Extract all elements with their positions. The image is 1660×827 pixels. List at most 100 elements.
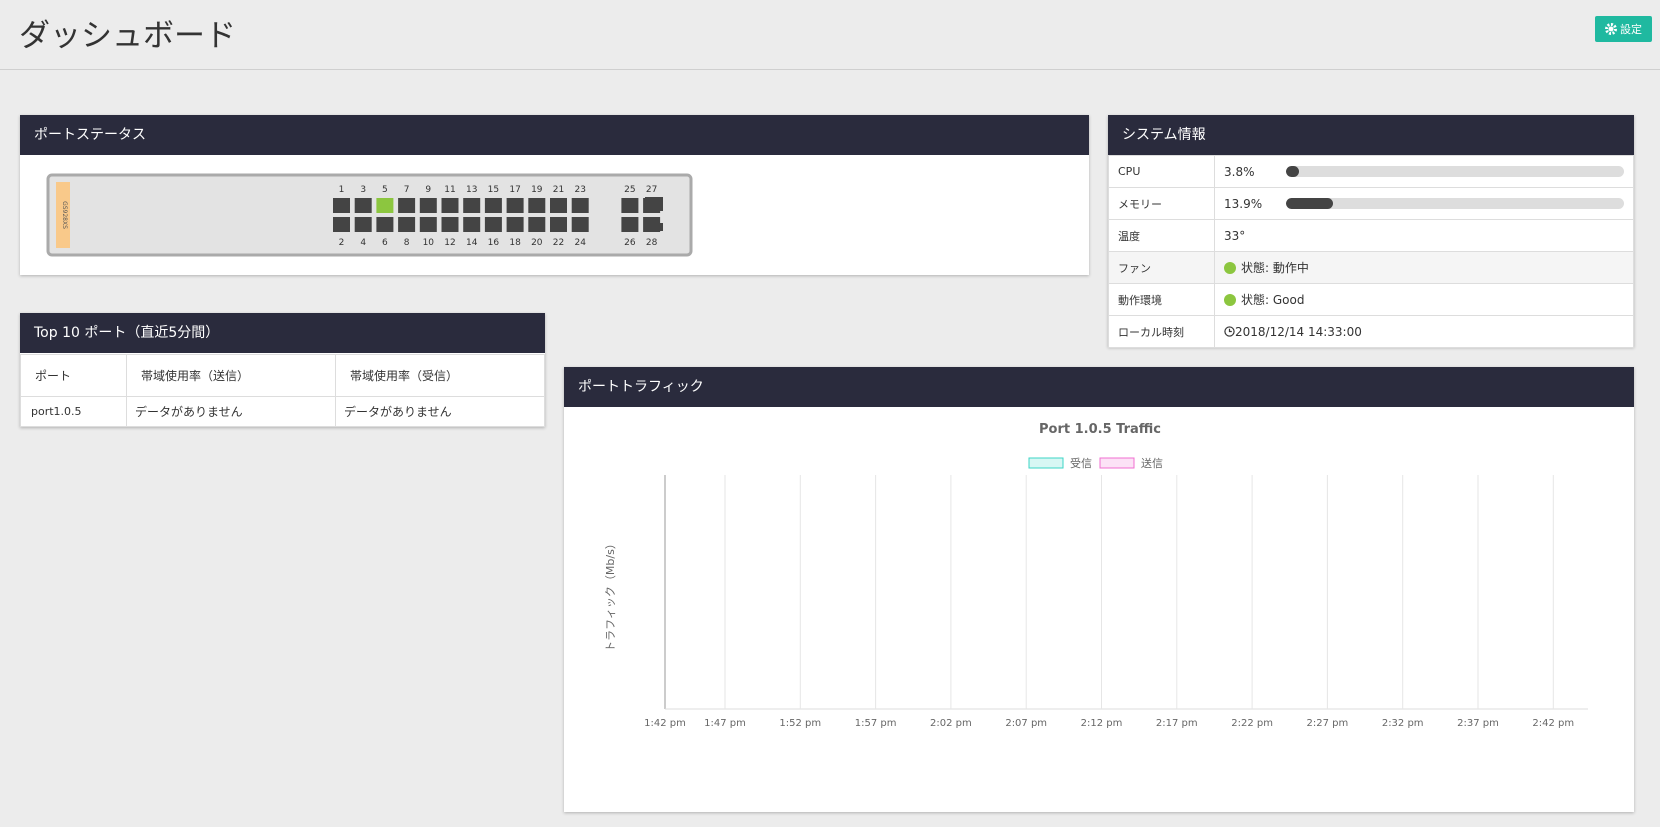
cell: port1.0.5	[20, 396, 127, 427]
port	[463, 198, 481, 213]
settings-label: 設定	[1620, 23, 1642, 36]
time-value: 2018/12/14 14:33:00	[1235, 324, 1362, 339]
port	[419, 217, 437, 232]
port	[333, 217, 350, 232]
environment-cell: 状態: Good	[1214, 283, 1634, 316]
row-label: ローカル時刻	[1108, 315, 1215, 348]
x-tick-label: 2:42 pm	[1532, 718, 1574, 729]
port-label: 14	[466, 238, 478, 248]
port	[550, 198, 567, 213]
row-label: 動作環境	[1108, 283, 1215, 316]
port	[643, 217, 661, 232]
port	[528, 217, 546, 232]
x-tick-label: 2:22 pm	[1231, 718, 1273, 729]
port	[571, 217, 589, 232]
x-tick-label: 2:07 pm	[1005, 718, 1047, 729]
port	[484, 217, 502, 232]
port-label: 9	[425, 185, 431, 195]
port	[621, 217, 639, 232]
page-title: ダッシュボード	[19, 18, 236, 54]
col-header: 帯域使用率（送信）	[126, 354, 336, 397]
row-label: メモリー	[1108, 187, 1215, 220]
row-label: ファン	[1108, 251, 1215, 284]
x-tick-label: 2:27 pm	[1307, 718, 1349, 729]
port-label: 8	[404, 238, 410, 248]
x-tick-label: 1:47 pm	[704, 718, 746, 729]
port	[376, 217, 394, 232]
environment-value: 状態: Good	[1241, 293, 1305, 307]
port-label: 28	[646, 238, 658, 248]
row-label: CPU	[1108, 155, 1215, 188]
traffic-chart: Port 1.0.5 Traffic トラフィック（Mb/s） 1:42 pm 1…	[604, 422, 1588, 729]
legend-swatch	[1028, 457, 1064, 469]
port	[354, 217, 372, 232]
legend-label: 送信	[1141, 456, 1163, 470]
port-label: 10	[423, 238, 435, 248]
top10-panel: Top 10 ポート（直近5分間） ポート 帯域使用率（送信） 帯域使用率（受信） …	[20, 313, 545, 427]
port-label: 5	[382, 185, 388, 195]
header-divider	[0, 69, 1660, 70]
port-label: 15	[488, 185, 499, 195]
settings-button[interactable]: 設定	[1595, 16, 1652, 42]
port-label: 13	[466, 185, 477, 195]
port	[333, 198, 350, 213]
chart-title: Port 1.0.5 Traffic	[1039, 422, 1161, 437]
model-label: GS928XS	[61, 201, 68, 229]
legend-label: 受信	[1070, 457, 1092, 470]
port	[398, 217, 416, 232]
memory-bar	[1286, 197, 1333, 209]
col-header: 帯域使用率（受信）	[335, 354, 545, 397]
panel-title: Top 10 ポート（直近5分間）	[20, 313, 545, 353]
panel-title: ポートトラフィック	[564, 367, 1634, 407]
temperature-value: 33°	[1214, 219, 1634, 252]
port-label: 27	[646, 185, 657, 195]
port-label: 20	[531, 238, 543, 248]
ok-icon	[1224, 262, 1236, 274]
system-panel: システム情報 CPU 3.8% メモリー 13.9% 温度 33° ファン 状態: 動作…	[1108, 115, 1634, 348]
port	[550, 217, 567, 232]
x-tick-label: 2:17 pm	[1156, 718, 1198, 729]
cell: データがありません	[126, 396, 336, 427]
x-tick-label: 2:02 pm	[930, 718, 972, 729]
port-label: 2	[339, 238, 345, 248]
memory-cell: 13.9%	[1214, 187, 1634, 220]
port	[376, 198, 394, 213]
port	[441, 198, 459, 213]
x-tick-label: 2:32 pm	[1382, 718, 1424, 729]
ok-icon	[1224, 294, 1236, 306]
panel-title: システム情報	[1108, 115, 1634, 155]
panel-title: ポートステータス	[20, 115, 1089, 155]
port	[354, 198, 372, 213]
model-strip	[56, 182, 70, 248]
traffic-panel: ポートトラフィック Port 1.0.5 Traffic トラフィック（Mb/s…	[564, 367, 1634, 812]
port	[463, 217, 481, 232]
port-label: 22	[553, 238, 564, 248]
col-header: ポート	[20, 354, 127, 397]
cpu-cell: 3.8%	[1214, 155, 1634, 188]
system-table: CPU 3.8% メモリー 13.9% 温度 33° ファン 状態: 動作中 動作環境 状…	[1108, 155, 1634, 348]
port-label: 6	[382, 238, 388, 248]
fan-cell: 状態: 動作中	[1214, 251, 1634, 284]
cpu-value: 3.8%	[1224, 164, 1255, 179]
time-cell: 2018/12/14 14:33:00	[1214, 315, 1634, 348]
fan-value: 状態: 動作中	[1241, 261, 1309, 275]
port	[621, 198, 639, 213]
x-tick-label: 1:52 pm	[779, 718, 821, 729]
port-label: 12	[444, 238, 455, 248]
port-label: 17	[509, 185, 520, 195]
cell: データがありません	[335, 396, 545, 427]
port-label: 7	[404, 185, 410, 195]
port-label: 25	[624, 185, 635, 195]
top10-table: ポート 帯域使用率（送信） 帯域使用率（受信） port1.0.5 データがありません…	[20, 354, 545, 427]
port	[571, 198, 589, 213]
y-axis-label: トラフィック（Mb/s）	[604, 538, 617, 652]
port	[506, 217, 524, 232]
port-label: 19	[531, 185, 543, 195]
row-label: 温度	[1108, 219, 1215, 252]
switch-body	[46, 173, 693, 257]
port-label: 21	[553, 185, 564, 195]
port-label: 24	[574, 238, 586, 248]
port-label: 18	[509, 238, 521, 248]
